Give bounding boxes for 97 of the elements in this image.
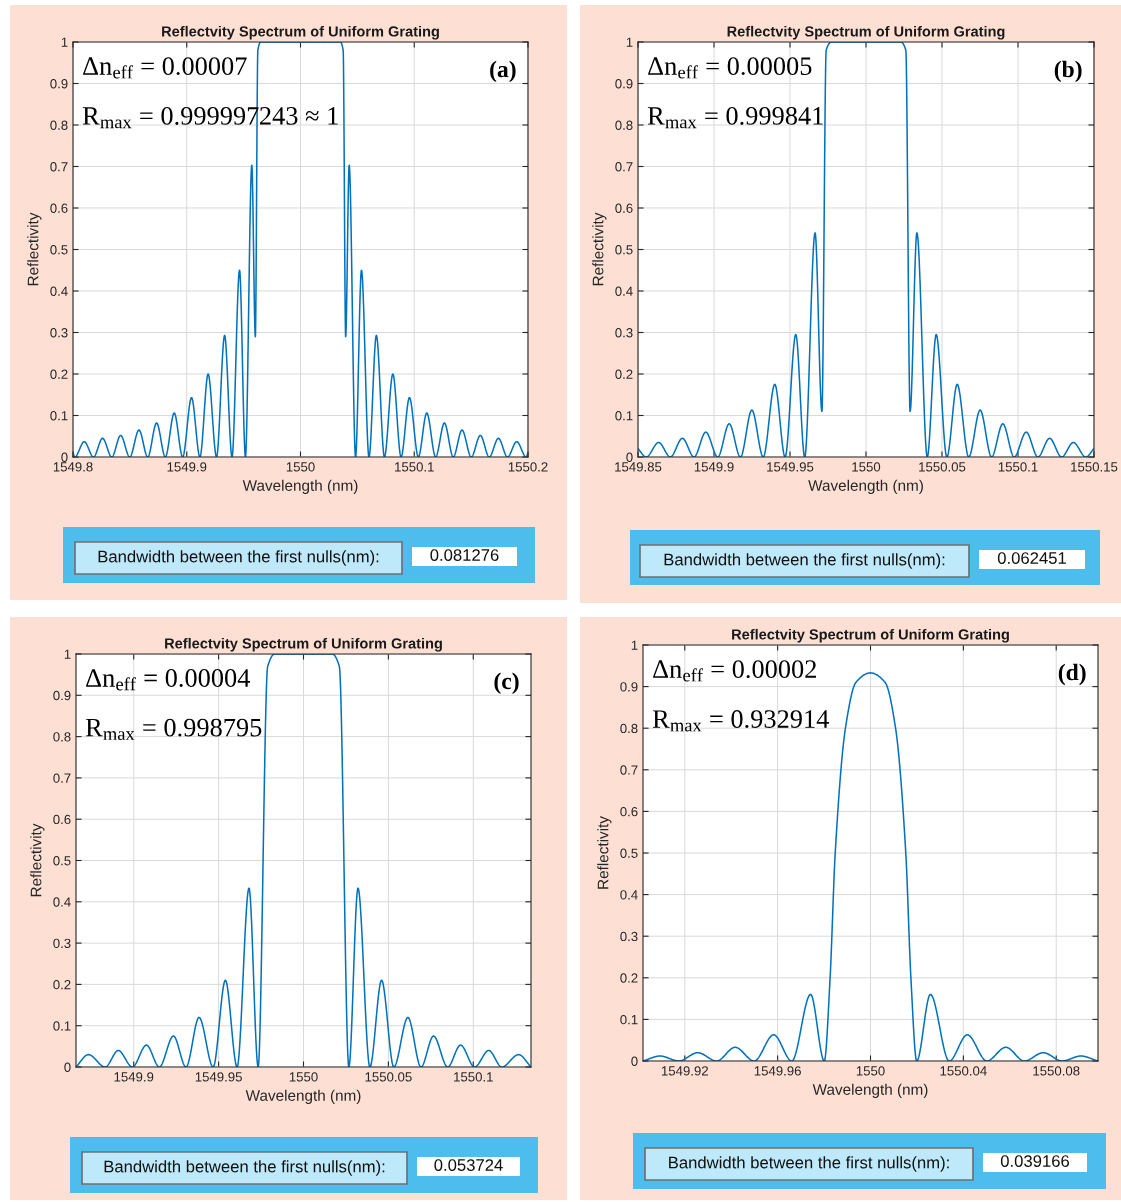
y-tick-label: 1 <box>626 37 633 47</box>
y-tick-label: 0.3 <box>615 328 633 338</box>
x-tick-label: 1550.1 <box>454 1072 493 1082</box>
y-axis-title: Reflectivity <box>592 212 607 286</box>
annotation: Δn$_{eff}$ = 0.00004 <box>86 669 251 691</box>
y-tick-label: 1 <box>61 37 68 47</box>
y-tick-label: 0.9 <box>615 79 633 89</box>
x-axis-title: Wavelength (nm) <box>242 479 358 494</box>
y-tick-label: 0.4 <box>53 897 71 907</box>
y-tick-label: 0.4 <box>615 286 633 296</box>
y-tick-label: 0.7 <box>53 773 71 783</box>
y-tick-label: 0.7 <box>615 162 633 172</box>
y-tick-label: 0.2 <box>615 369 633 379</box>
y-tick-label: 0.1 <box>620 1014 638 1025</box>
text: 0.053724 <box>434 1159 503 1171</box>
chart-title: Reflectvity Spectrum of Uniform Grating <box>727 25 1005 40</box>
annotation: Δn$_{eff}$ = 0.00007 <box>83 57 247 79</box>
y-tick-label: 0.6 <box>620 806 638 817</box>
x-tick-label: 1549.95 <box>195 1072 242 1082</box>
y-tick-label: 0.1 <box>615 411 633 421</box>
y-tick-label: 0.5 <box>620 848 638 858</box>
y-tick-label: 0.9 <box>620 682 638 692</box>
x-tick-label: 1550.05 <box>365 1072 412 1082</box>
text: Bandwidth between the first nulls(nm): <box>104 1160 385 1176</box>
annotation: (b) <box>1054 60 1082 83</box>
chart-title: Reflectvity Spectrum of Uniform Grating <box>165 637 442 652</box>
x-tick-label: 1550 <box>289 1072 318 1082</box>
y-tick-label: 0.8 <box>615 120 633 130</box>
y-tick-label: 0 <box>626 452 633 462</box>
x-tick-label: 1549.85 <box>615 462 662 472</box>
annotation: R$_{max}$ = 0.932914 <box>652 710 829 732</box>
annotation: Δn$_{eff}$ = 0.00005 <box>648 57 812 79</box>
x-tick-label: 1550.15 <box>1071 462 1118 472</box>
x-tick-label: 1550 <box>852 462 881 472</box>
x-tick-label: 1550 <box>286 462 315 472</box>
x-axis-title: Wavelength (nm) <box>812 1083 928 1098</box>
y-tick-label: 0.5 <box>50 245 68 255</box>
y-tick-label: 0.5 <box>615 245 633 255</box>
y-tick-label: 0 <box>61 452 68 462</box>
annotation: R$_{max}$ = 0.998795 <box>85 718 262 741</box>
x-tick-label: 1549.9 <box>694 462 734 472</box>
text: Bandwidth between the first nulls(nm): <box>664 553 945 569</box>
x-axis-title: Wavelength (nm) <box>245 1089 361 1104</box>
y-tick-label: 0.8 <box>50 120 68 130</box>
y-tick-label: 0.3 <box>620 931 638 942</box>
y-tick-label: 0.1 <box>53 1021 71 1031</box>
y-tick-label: 0.9 <box>50 79 68 89</box>
x-tick-label: 1550.05 <box>919 462 966 472</box>
y-tick-label: 0 <box>631 1056 638 1066</box>
annotation: R$_{max}$ = 0.999841 <box>647 106 823 129</box>
y-tick-label: 0.4 <box>50 286 68 296</box>
y-tick-label: 0.6 <box>53 814 71 825</box>
x-tick-label: 1549.9 <box>114 1072 154 1082</box>
y-tick-label: 0.2 <box>50 369 68 379</box>
x-tick-label: 1550.2 <box>508 462 548 472</box>
y-tick-label: 0.8 <box>620 723 638 734</box>
y-tick-label: 0 <box>64 1062 71 1072</box>
y-axis-title: Reflectivity <box>27 212 42 286</box>
y-tick-label: 0.6 <box>615 203 633 213</box>
chart-title: Reflectvity Spectrum of Uniform Grating <box>732 628 1009 643</box>
y-tick-label: 0.7 <box>620 765 638 775</box>
y-tick-label: 0.3 <box>53 938 71 949</box>
annotation: Δn$_{eff}$ = 0.00002 <box>653 660 816 682</box>
y-tick-label: 0.8 <box>53 732 71 742</box>
x-tick-label: 1549.92 <box>661 1066 708 1076</box>
annotation: (c) <box>494 672 519 694</box>
text: 0.039166 <box>1000 1155 1070 1167</box>
y-tick-label: 1 <box>631 640 638 650</box>
text: Bandwidth between the first nulls(nm): <box>669 1156 949 1172</box>
y-tick-label: 0.1 <box>50 411 68 421</box>
x-tick-label: 1550.1 <box>395 462 434 472</box>
annotation: (a) <box>490 60 516 83</box>
x-tick-label: 1549.95 <box>767 462 814 472</box>
text: 0.062451 <box>997 552 1066 564</box>
y-tick-label: 0.2 <box>53 979 71 990</box>
y-tick-label: 0.9 <box>53 690 71 701</box>
y-tick-label: 0.4 <box>620 890 638 900</box>
y-tick-label: 0.5 <box>53 856 71 866</box>
text: Bandwidth between the first nulls(nm): <box>98 550 379 566</box>
x-tick-label: 1550.04 <box>940 1066 987 1076</box>
x-tick-label: 1549.96 <box>754 1066 801 1076</box>
x-axis-title: Wavelength (nm) <box>808 479 923 494</box>
x-tick-label: 1549.9 <box>167 462 207 472</box>
x-tick-label: 1550 <box>856 1066 885 1076</box>
y-tick-label: 0.7 <box>50 162 68 172</box>
x-tick-label: 1549.8 <box>53 462 93 472</box>
y-tick-label: 0.2 <box>620 973 638 983</box>
chart-title: Reflectvity Spectrum of Uniform Grating <box>162 25 439 40</box>
y-tick-label: 0.3 <box>50 328 68 338</box>
x-tick-label: 1550.08 <box>1033 1066 1080 1076</box>
text: 0.081276 <box>430 549 499 561</box>
y-tick-label: 1 <box>64 649 71 659</box>
annotation: (d) <box>1058 663 1086 686</box>
x-tick-label: 1550.1 <box>998 462 1038 472</box>
y-axis-title: Reflectivity <box>30 823 45 897</box>
y-axis-title: Reflectivity <box>597 816 612 889</box>
y-tick-label: 0.6 <box>50 203 68 213</box>
